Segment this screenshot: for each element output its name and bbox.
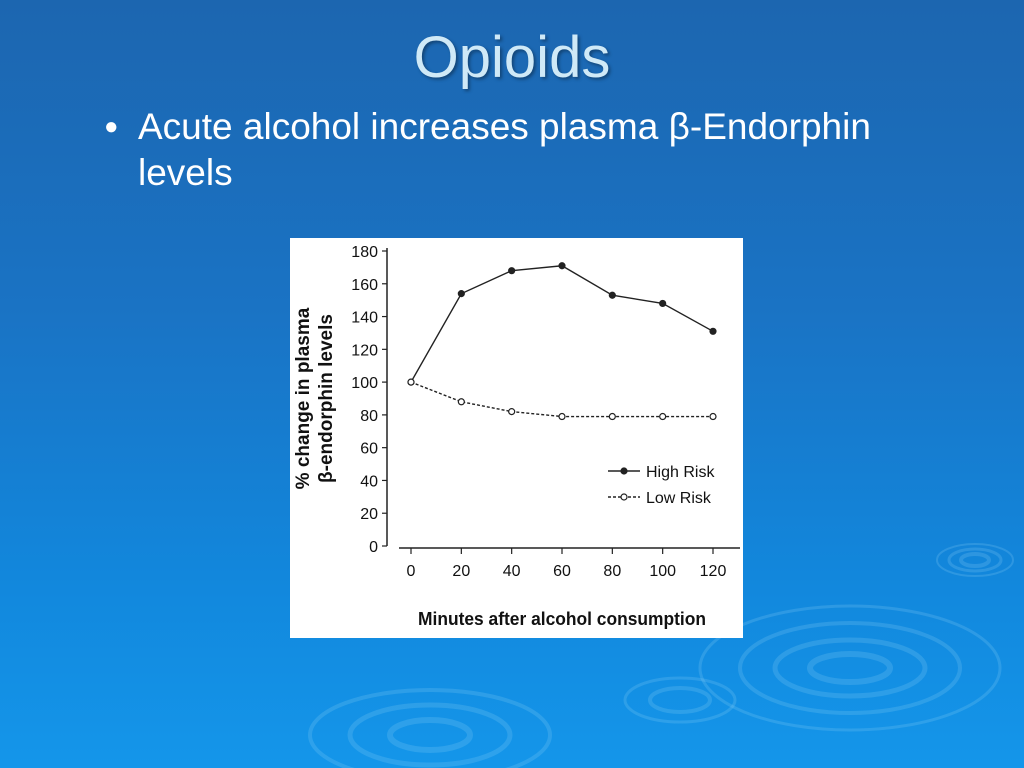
data-point	[709, 327, 717, 335]
data-point	[457, 290, 465, 298]
x-tick-label: 0	[407, 563, 416, 580]
y-axis-label-line-2: β-endorphin levels	[316, 314, 337, 483]
x-tick-label: 100	[649, 563, 676, 580]
y-tick-label: 80	[360, 408, 378, 425]
data-point	[659, 299, 667, 308]
x-axis-ticks: 0 20 40 60 80 100 120	[407, 548, 727, 580]
y-tick-label: 0	[369, 539, 378, 556]
x-tick-label: 20	[452, 563, 470, 580]
series-layer	[407, 262, 717, 421]
legend-label: Low Risk	[646, 490, 712, 507]
y-tick-label: 20	[360, 506, 378, 523]
y-axis-label-line-1: % change in plasma	[293, 307, 314, 489]
series-line	[410, 265, 714, 383]
y-tick-label: 160	[351, 277, 378, 294]
data-point	[508, 408, 516, 416]
y-tick-label: 100	[351, 375, 378, 392]
y-axis-ticks: 0 20 40 60 80 100 120 140 160 180	[351, 244, 387, 556]
bullet-text: Acute alcohol increases plasma β-Endorph…	[138, 106, 871, 193]
series-high-risk	[407, 262, 717, 386]
series-line	[410, 381, 713, 418]
y-tick-label: 40	[360, 473, 378, 490]
legend-entry: High Risk	[608, 464, 715, 481]
y-tick-label: 140	[351, 310, 378, 327]
y-tick-label: 120	[351, 342, 378, 359]
x-axis-label: Minutes after alcohol consumption	[418, 609, 706, 629]
data-point	[457, 398, 465, 406]
x-tick-label: 40	[503, 563, 521, 580]
data-point	[508, 267, 516, 275]
slide-title: Opioids	[413, 25, 611, 90]
chart-image: 0 20 40 60 80 100 120 140 160 180 0 20 40 60 80 100 120…	[290, 238, 743, 638]
data-point	[608, 291, 616, 299]
line-chart: 0 20 40 60 80 100 120 140 160 180 0 20 40 60 80 100 120…	[293, 244, 740, 629]
legend-entry: Low Risk	[608, 490, 712, 507]
x-tick-label: 120	[700, 563, 727, 580]
data-point	[407, 378, 415, 386]
series-low-risk	[407, 378, 717, 421]
x-tick-label: 80	[603, 563, 621, 580]
data-point	[608, 412, 616, 421]
bullet-dot-icon: ●	[104, 113, 119, 140]
legend-label: High Risk	[646, 464, 715, 481]
chart-legend: High Risk Low Risk	[608, 464, 715, 507]
y-tick-label: 180	[351, 244, 378, 261]
data-point	[659, 412, 667, 421]
y-tick-label: 60	[360, 441, 378, 458]
data-point	[558, 412, 566, 421]
data-point	[709, 412, 717, 421]
chart-axes	[386, 248, 740, 549]
x-tick-label: 60	[553, 563, 571, 580]
legend-marker	[620, 467, 628, 475]
data-point	[558, 262, 566, 270]
legend-marker	[620, 493, 628, 501]
